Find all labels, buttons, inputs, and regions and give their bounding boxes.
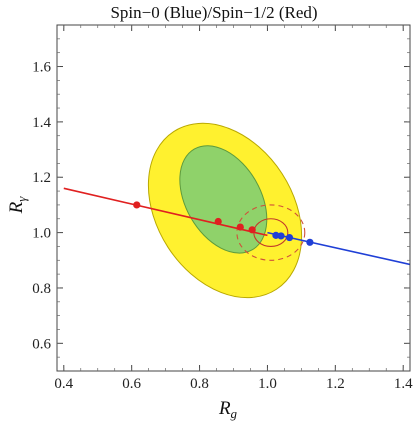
y-tick-label: 1.0 [32,226,51,242]
y-axis-ticks: 0.6 0.8 1.0 1.2 1.4 1.6 [32,38,410,358]
series-0-point-2 [236,223,244,231]
x-tick-label: 1.0 [258,376,277,392]
x-axis-label-main: R [218,398,231,419]
x-axis-label-sub: g [231,406,238,421]
y-axis-label-sub: γ [14,196,29,202]
y-tick-label: 1.6 [32,60,51,76]
plot-regions [147,122,303,299]
series-1-point-3 [306,238,314,246]
contour-0 [236,204,306,261]
x-tick-label: 1.2 [326,376,345,392]
x-tick-label: 0.8 [190,376,209,392]
series-0-point-3 [248,226,256,234]
x-tick-label: 0.4 [54,376,73,392]
y-tick-label: 1.2 [32,170,51,186]
x-tick-label: 0.6 [122,376,141,392]
series-1-point-1 [277,232,285,240]
x-axis-label: Rg [218,398,238,421]
chart-title: Spin−0 (Blue)/Spin−1/2 (Red) [110,3,317,22]
series-1-point-2 [285,233,294,242]
y-axis-label-main: R [6,201,27,214]
plot-points [133,201,314,246]
y-tick-label: 0.6 [32,336,51,352]
series-0-point-1 [214,217,222,226]
y-tick-label: 1.4 [32,115,51,131]
y-tick-label: 0.8 [32,281,51,297]
x-axis-ticks: 0.4 0.6 0.8 1.0 1.2 1.4 [54,25,413,392]
series-line-0 [63,187,268,237]
y-axis-label: Rγ [6,196,29,215]
series-0-point-0 [133,201,141,209]
x-tick-label: 1.4 [394,376,413,392]
